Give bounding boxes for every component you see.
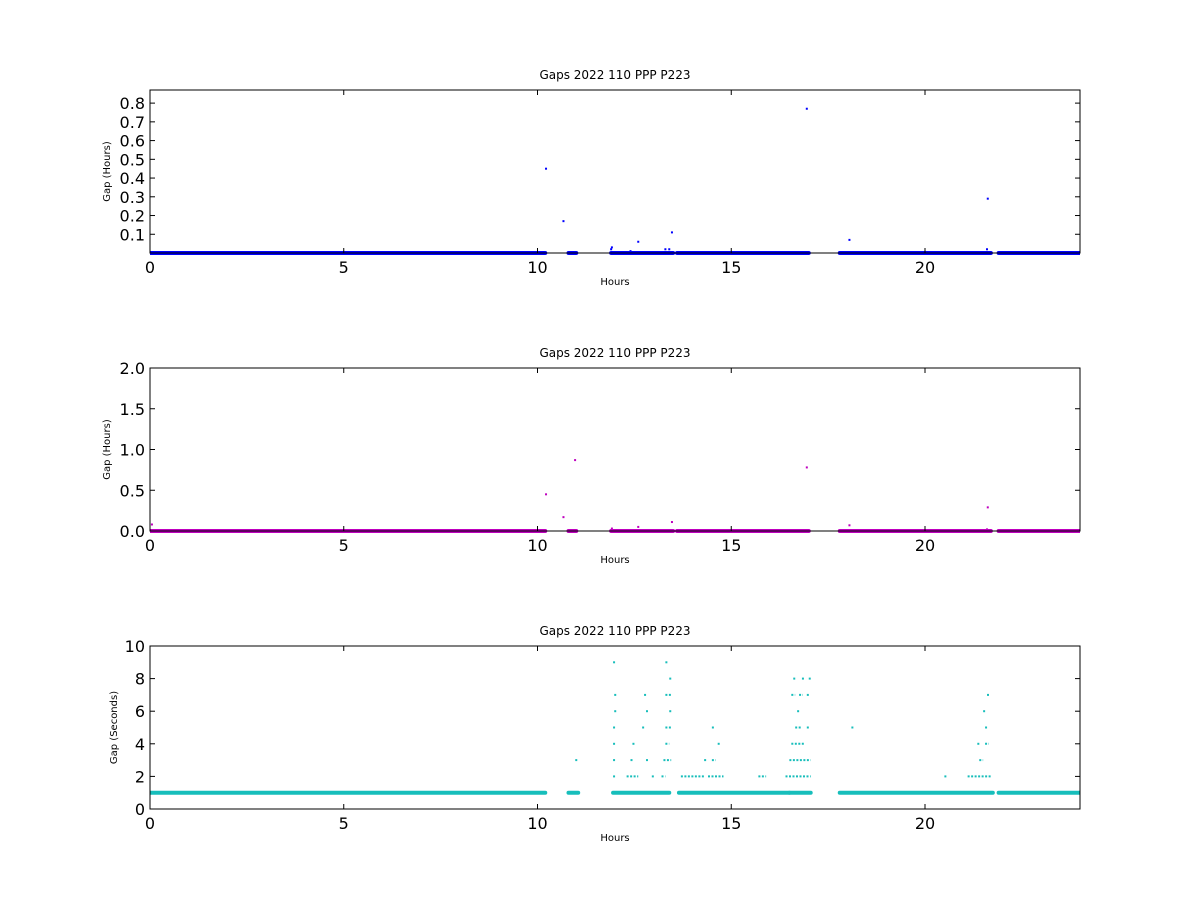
y-axis-label: Gap (Hours) [102, 419, 113, 480]
x-tick-label: 5 [339, 814, 349, 833]
x-tick-label: 15 [721, 258, 741, 277]
y-tick-label: 6 [135, 702, 145, 721]
y-tick-label: 8 [135, 670, 145, 689]
x-tick-label: 10 [527, 814, 547, 833]
data-point [610, 246, 613, 249]
data-point [670, 521, 673, 524]
y-tick-label: 0 [135, 800, 145, 819]
x-tick-label: 20 [915, 536, 935, 555]
y-tick-label: 1.5 [120, 400, 145, 419]
data-point [575, 759, 578, 762]
axes-frame [149, 645, 1081, 810]
data-point [986, 197, 989, 200]
y-tick-label: 0.2 [120, 207, 145, 226]
y-tick-label: 0.4 [120, 169, 145, 188]
data-point [848, 238, 851, 241]
x-tick-label: 15 [721, 536, 741, 555]
data-point [986, 506, 989, 509]
x-tick-label: 20 [915, 814, 935, 833]
chart-panel-3: 0 5 10 15 20 0 2 4 6 8 10 Gaps 2022 110 PPP P223 Hou… [109, 624, 1081, 844]
axes-frame [149, 89, 1081, 254]
chart-panel-1: 0 5 10 15 20 0.10.20.30.40.50.60.70.8 Gaps 202… [102, 68, 1081, 288]
data-point [668, 248, 671, 251]
x-tick-label: 0 [145, 258, 155, 277]
y-axis-label: Gap (Hours) [102, 141, 113, 202]
y-tick-label: 2.0 [120, 359, 145, 378]
chart-title: Gaps 2022 110 PPP P223 [539, 68, 690, 82]
data-point [545, 493, 548, 496]
data-point [637, 525, 640, 528]
data-point [574, 459, 577, 462]
data-point [986, 528, 988, 531]
data-point [562, 220, 565, 223]
chart-title: Gaps 2022 110 PPP P223 [539, 346, 690, 360]
data-point [664, 248, 667, 251]
x-tick-label: 5 [339, 258, 349, 277]
data-point [637, 240, 640, 243]
y-tick-label: 0.5 [120, 150, 145, 169]
data-point [805, 466, 808, 469]
data-layer [150, 661, 1080, 795]
data-point [848, 524, 851, 527]
data-point [150, 791, 152, 794]
data-point [805, 107, 808, 110]
x-tick-label: 15 [721, 814, 741, 833]
y-tick-label: 1.0 [120, 441, 145, 460]
x-tick-label: 5 [339, 536, 349, 555]
x-tick-label: 10 [527, 536, 547, 555]
y-tick-label: 0.0 [120, 522, 145, 541]
y-tick-label: 0.3 [120, 188, 145, 207]
y-tick-label: 4 [135, 735, 145, 754]
data-point [610, 527, 613, 530]
y-tick-label: 2 [135, 767, 145, 786]
y-tick-label: 0.6 [120, 132, 145, 151]
data-point [801, 677, 804, 680]
y-tick-label: 0.7 [120, 113, 145, 132]
y-axis-label: Gap (Seconds) [109, 691, 120, 764]
x-tick-label: 20 [915, 258, 935, 277]
data-point [986, 248, 988, 251]
chart-panel-2: 0 5 10 15 20 0.0 0.5 1.0 1.5 2.0 Gaps 2022 110 PPP… [102, 346, 1081, 566]
chart-title: Gaps 2022 110 PPP P223 [539, 624, 690, 638]
data-point [150, 523, 153, 526]
x-axis-label: Hours [600, 833, 629, 844]
x-axis-label: Hours [600, 555, 629, 566]
data-point [610, 248, 613, 251]
x-axis-label: Hours [600, 277, 629, 288]
y-tick-label: 0.5 [120, 481, 145, 500]
x-tick-label: 10 [527, 258, 547, 277]
y-tick-label: 0.8 [120, 94, 145, 113]
y-tick-label: 10 [125, 637, 145, 656]
data-point [545, 167, 548, 170]
data-point [562, 516, 565, 519]
data-point [629, 250, 632, 253]
y-tick-label: 0.1 [120, 225, 145, 244]
data-point [670, 231, 673, 234]
x-tick-label: 0 [145, 536, 155, 555]
x-tick-label: 0 [145, 814, 155, 833]
